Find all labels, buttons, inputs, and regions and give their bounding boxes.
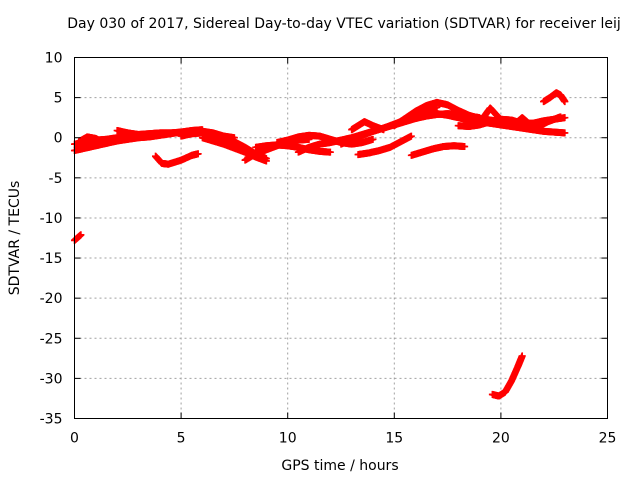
data-point (100, 139, 108, 147)
chart-title: Day 030 of 2017, Sidereal Day-to-day VTE… (67, 16, 621, 32)
y-axis-label: SDTVAR / TECUs (7, 181, 23, 296)
plot-frame (74, 57, 608, 419)
data-point (194, 150, 202, 158)
x-tick-label: 0 (70, 431, 79, 447)
data-point (369, 135, 377, 143)
x-tick-label: 20 (492, 431, 510, 447)
data-point (407, 132, 415, 140)
data-point (326, 148, 334, 156)
x-tick-label: 15 (385, 431, 403, 447)
y-tick-label: 5 (54, 91, 63, 107)
data-point (518, 352, 526, 360)
data-series-arc-06 (152, 150, 202, 168)
y-tick-label: 0 (54, 131, 63, 147)
y-tick-label: -15 (40, 251, 63, 267)
y-tick-label: -30 (40, 371, 63, 387)
y-tick-label: -20 (40, 291, 63, 307)
data-point (380, 126, 388, 134)
x-tick-label: 10 (279, 431, 297, 447)
data-series-arc-17 (407, 142, 469, 159)
data-point (561, 129, 569, 137)
data-series-arc-14 (348, 118, 388, 134)
y-tick-label: -35 (40, 412, 63, 428)
data-series-arc-20 (480, 104, 565, 130)
axis-ticks (74, 57, 608, 419)
data-series-arc-04 (75, 133, 108, 147)
data-point (557, 113, 565, 121)
tick-labels: 0 5 10 15 20 25 10 5 0 -5 -10 -15 -20 -25 -30 -35 (40, 51, 617, 447)
data-point (561, 98, 569, 106)
data-points (71, 89, 569, 400)
x-tick-label: 25 (599, 431, 617, 447)
data-series-arc-21 (540, 89, 569, 106)
y-tick-label: 10 (45, 51, 63, 67)
data-series-arc-15 (354, 132, 415, 159)
data-point (262, 157, 270, 165)
x-axis-label: GPS time / hours (281, 458, 398, 474)
data-point (77, 231, 85, 239)
data-point (461, 143, 469, 151)
grid-lines (74, 57, 608, 419)
y-tick-label: -5 (49, 171, 63, 187)
data-series-arc-01 (71, 231, 85, 244)
y-tick-label: -25 (40, 331, 63, 347)
data-series-arc-22 (488, 352, 526, 400)
y-tick-label: -10 (40, 211, 63, 227)
x-tick-label: 5 (177, 431, 186, 447)
